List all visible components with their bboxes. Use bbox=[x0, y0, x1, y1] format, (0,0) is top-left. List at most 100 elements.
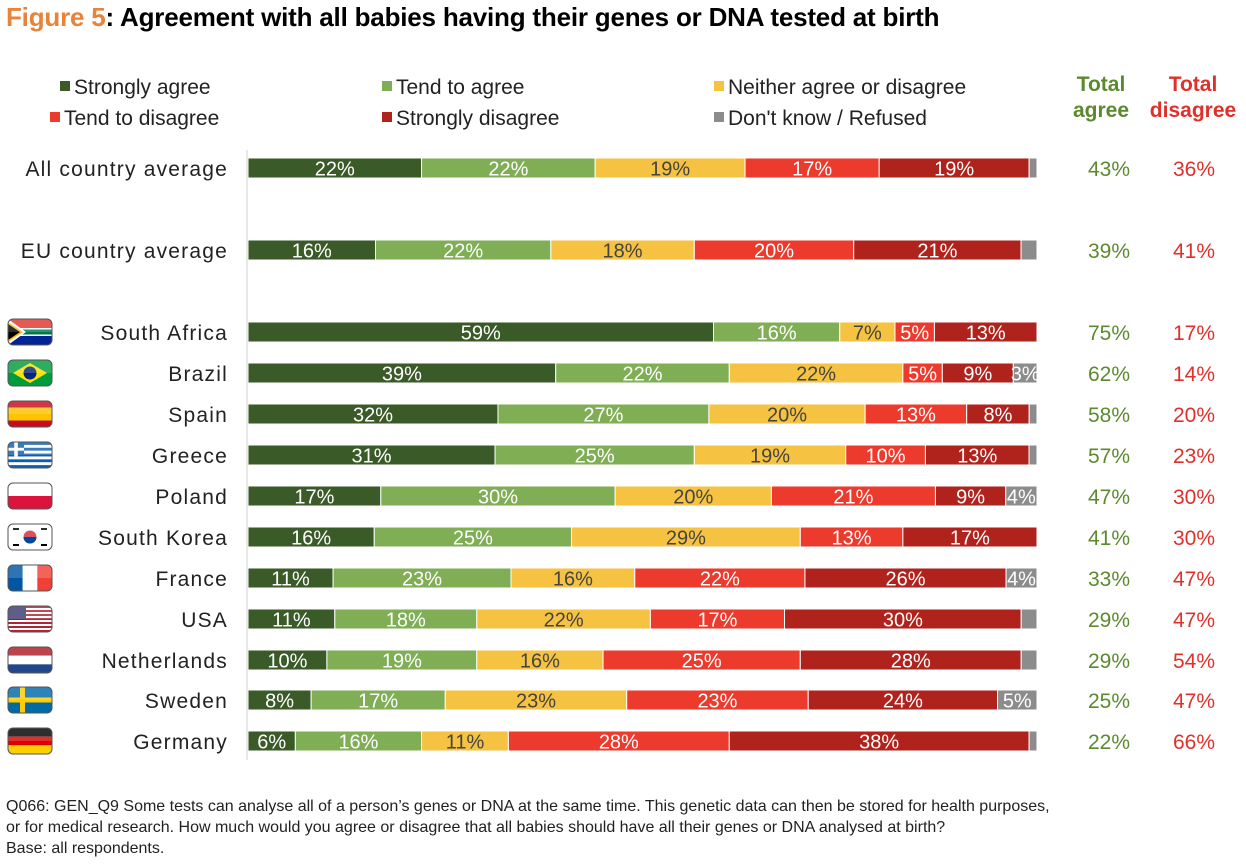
data-label: 18% bbox=[386, 610, 426, 632]
data-label: 21% bbox=[833, 487, 873, 509]
total-disagree-value: 66% bbox=[1173, 731, 1215, 754]
bar-segment bbox=[933, 321, 1038, 343]
row-label: Sweden bbox=[145, 690, 228, 713]
total-disagree-value: 41% bbox=[1173, 240, 1215, 263]
data-label: 17% bbox=[294, 487, 334, 509]
data-label: 13% bbox=[832, 528, 872, 550]
data-label: 8% bbox=[265, 691, 294, 713]
figure-title: Figure 5: Agreement with all babies havi… bbox=[6, 2, 939, 33]
data-label: 29% bbox=[666, 528, 706, 550]
total-agree-value: 22% bbox=[1088, 731, 1130, 754]
flag-border bbox=[7, 646, 53, 674]
row-label: France bbox=[155, 568, 228, 591]
data-label: 22% bbox=[488, 159, 528, 181]
total-disagree-value: 14% bbox=[1173, 363, 1215, 386]
bar-segment bbox=[1005, 485, 1038, 507]
data-label: 11% bbox=[271, 569, 310, 591]
data-label: 39% bbox=[382, 364, 422, 386]
data-label: 16% bbox=[757, 323, 797, 345]
legend-label: Neither agree or disagree bbox=[728, 76, 967, 99]
flag-spain-icon bbox=[7, 400, 53, 428]
data-label: 13% bbox=[896, 405, 936, 427]
data-label: 19% bbox=[650, 159, 690, 181]
data-label: 28% bbox=[891, 651, 931, 673]
total-agree-value: 25% bbox=[1088, 690, 1130, 713]
total-agree-value: 33% bbox=[1088, 568, 1130, 591]
data-label: 25% bbox=[575, 446, 615, 468]
flag-netherlands-icon bbox=[7, 646, 53, 674]
data-label: 23% bbox=[402, 569, 442, 591]
flag-germany-icon bbox=[7, 727, 53, 755]
legend-swatch bbox=[382, 112, 392, 123]
data-label: 5% bbox=[1003, 691, 1032, 713]
row-label: USA bbox=[181, 609, 228, 632]
data-label: 16% bbox=[291, 528, 331, 550]
data-label: 5% bbox=[908, 364, 937, 386]
legend-label: Strongly disagree bbox=[396, 107, 560, 130]
bar-row: EU country average 16% 22% 18% 20% 21% 39% 41% bbox=[21, 239, 1215, 263]
bar-row: Greece 31% 25% 19% 10% 13% 57% 23% bbox=[7, 441, 1215, 469]
data-label: 27% bbox=[583, 405, 623, 427]
data-label: 13% bbox=[966, 323, 1006, 345]
stacked-bar-chart: All country average 22% 22% 19% 17% 19% 43% 36%… bbox=[7, 150, 1215, 760]
total-disagree-value: 23% bbox=[1173, 445, 1215, 468]
row-label: Brazil bbox=[168, 363, 228, 386]
data-label: 16% bbox=[553, 569, 593, 591]
data-label: 19% bbox=[382, 651, 422, 673]
data-label: 22% bbox=[544, 610, 584, 632]
total-disagree-value: 20% bbox=[1173, 404, 1215, 427]
total-agree-value: 43% bbox=[1088, 158, 1130, 181]
total-disagree-value: 47% bbox=[1173, 609, 1215, 632]
data-label: 9% bbox=[963, 364, 992, 386]
flag-greece-icon bbox=[7, 441, 53, 469]
data-label: 16% bbox=[292, 241, 332, 263]
data-label: 17% bbox=[358, 691, 398, 713]
flag-border bbox=[7, 359, 53, 387]
total-agree-value: 41% bbox=[1088, 527, 1130, 550]
bar-row: All country average 22% 22% 19% 17% 19% 43% 36% bbox=[25, 157, 1215, 181]
flag-border bbox=[7, 318, 53, 346]
flag-border bbox=[7, 605, 53, 633]
bar-row: Poland 17% 30% 20% 21% 9% 4% 47% 30% bbox=[7, 482, 1215, 510]
legend-item-tend-to-disagree: Tend to disagree bbox=[50, 107, 219, 131]
legend-swatch bbox=[382, 81, 392, 92]
row-label: South Africa bbox=[100, 322, 228, 345]
flag-poland-icon bbox=[7, 482, 53, 510]
bar-segment bbox=[902, 526, 1038, 548]
footnote-line: Base: all respondents. bbox=[6, 840, 165, 857]
data-label: 28% bbox=[599, 732, 639, 754]
flag-border bbox=[7, 564, 53, 592]
bar-segment bbox=[1028, 157, 1038, 179]
row-label: Greece bbox=[152, 445, 228, 468]
total-disagree-value: 17% bbox=[1173, 322, 1215, 345]
row-label: Poland bbox=[155, 486, 228, 509]
data-label: 9% bbox=[956, 487, 985, 509]
data-label: 7% bbox=[853, 323, 882, 345]
data-label: 8% bbox=[983, 405, 1012, 427]
total-disagree-value: 54% bbox=[1173, 650, 1215, 673]
data-label: 22% bbox=[622, 364, 662, 386]
data-label: 22% bbox=[700, 569, 740, 591]
data-label: 30% bbox=[883, 610, 923, 632]
data-label: 4% bbox=[1007, 487, 1036, 509]
flag-france-icon bbox=[7, 564, 53, 592]
bar-row: Netherlands 10% 19% 16% 25% 28% 29% 54% bbox=[7, 646, 1215, 674]
bar-segment bbox=[1028, 444, 1038, 466]
data-label: 59% bbox=[461, 323, 501, 345]
row-label: EU country average bbox=[21, 240, 228, 263]
bar-row: Sweden 8% 17% 23% 23% 24% 5% 25% 47% bbox=[7, 686, 1215, 714]
data-label: 4% bbox=[1007, 569, 1036, 591]
bar-row: South Africa 59% 16% 7% 5% 13% 75% 17% bbox=[7, 318, 1215, 346]
flag-border bbox=[7, 686, 53, 714]
bar-row: South Korea 16% 25% 29% 13% 17% 41% 30% bbox=[7, 523, 1215, 551]
data-label: 17% bbox=[792, 159, 832, 181]
legend-item-strongly-agree: Strongly agree bbox=[60, 76, 211, 100]
data-label: 20% bbox=[673, 487, 713, 509]
data-label: 10% bbox=[866, 446, 906, 468]
data-label: 20% bbox=[754, 241, 794, 263]
total-disagree-value: 36% bbox=[1173, 158, 1215, 181]
bar-row: Spain 32% 27% 20% 13% 8% 58% 20% bbox=[7, 400, 1215, 428]
flag-border bbox=[7, 441, 53, 469]
legend-swatch bbox=[714, 112, 724, 123]
figure-number: Figure 5 bbox=[6, 2, 106, 32]
